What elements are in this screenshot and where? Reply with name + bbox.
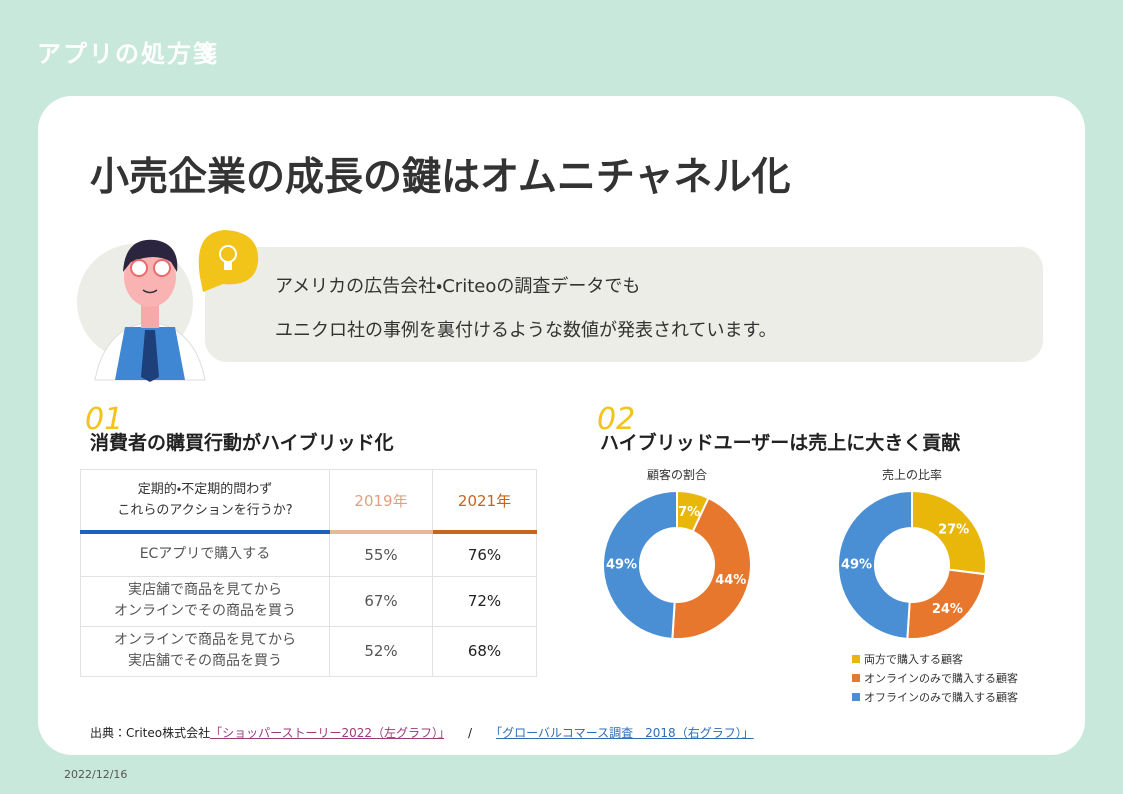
value-label: 24% [932, 602, 963, 617]
table-row: 実店舗で商品を見てから オンラインでその商品を買う 67% 72% [80, 575, 537, 627]
cell-2019: 55% [329, 531, 433, 577]
cell-2021: 76% [432, 531, 537, 577]
date: 2022/12/16 [64, 768, 128, 781]
legend-swatch [852, 655, 860, 663]
legend-label: オフラインのみで購入する顧客 [864, 690, 1018, 704]
callout-line: アメリカの広告会社・Criteoの調査データでも [275, 276, 641, 297]
legend-label: 両方で購入する顧客 [864, 652, 963, 666]
source-link[interactable]: 「グローバルコマース調査 2018（右グラフ）」 [496, 726, 754, 740]
cell-2019: 52% [329, 625, 433, 677]
title: 小売企業の成長の鍵はオムニチャネル化 [90, 155, 791, 200]
donut-slice [911, 489, 987, 576]
value-label: 49% [841, 557, 872, 572]
charts: 顧客の割合 7% 44% 49% 売上の比率 27% 24% 49% 両方で購入する顧客オンライ… [602, 467, 1018, 704]
chart-title: 売上の比率 [882, 467, 942, 482]
cell-2021: 68% [432, 625, 537, 677]
source: 出典：Criteo株式会社「ショッパーストーリー2022（左グラフ）」 / 「グ… [90, 724, 754, 741]
header-line: これらのアクションを行うか? [117, 503, 293, 518]
value-label: 44% [715, 573, 746, 588]
row-label-line: オンラインで商品を見てから [114, 632, 296, 648]
chart-title: 顧客の割合 [647, 468, 707, 482]
table-row: オンラインで商品を見てから 実店舗でその商品を買う 52% 68% [80, 625, 537, 677]
value-label: 27% [938, 522, 969, 537]
row-label-line: 実店舗でその商品を買う [128, 653, 282, 669]
row-label-line: ECアプリで購入する [139, 546, 271, 563]
donut-slice [671, 496, 752, 640]
callout-line: ユニクロ社の事例を裏付けるような数値が発表されています。 [275, 320, 777, 341]
section-title: ハイブリッドユーザーは売上に大きく貢献 [600, 432, 961, 454]
row-label-line: 実店舗で商品を見てから [128, 582, 282, 598]
row-label-line: オンラインでその商品を買う [114, 603, 296, 619]
section-title: 消費者の購買行動がハイブリッド化 [90, 432, 394, 454]
cell-2021: 72% [432, 575, 537, 627]
separator: / [468, 726, 473, 740]
cell-2019: 67% [329, 575, 433, 627]
value-label: 7% [678, 505, 700, 520]
callout-box [205, 247, 1043, 362]
table-row: ECアプリで購入する 55% 76% [80, 531, 537, 577]
section-number: 01 [85, 402, 124, 437]
header-cell: 2021年 [432, 469, 537, 534]
source-link[interactable]: 「ショッパーストーリー2022（左グラフ）」 [210, 726, 445, 740]
source-label: 出典：Criteo株式会社 [90, 726, 211, 740]
legend-swatch [852, 693, 860, 701]
section-number: 02 [597, 402, 636, 437]
survey-table: 定期的・不定期的問わずこれらのアクションを行うか? 2019年 2021年 EC… [80, 469, 537, 677]
header-cell: 定期的・不定期的問わずこれらのアクションを行うか? [80, 469, 330, 534]
row-label: ECアプリで購入する [80, 531, 330, 577]
value-label: 49% [606, 557, 637, 572]
header-cell: 2019年 [329, 469, 433, 534]
character-illustration [77, 230, 259, 382]
donut-slice [602, 489, 678, 640]
legend-label: オンラインのみで購入する顧客 [864, 671, 1018, 685]
header-line: 定期的・不定期的問わず [137, 482, 273, 497]
row-label: オンラインで商品を見てから 実店舗でその商品を買う [80, 625, 330, 677]
brand: アプリの処方箋 [37, 40, 219, 68]
donut-slice [837, 489, 913, 640]
legend-swatch [852, 674, 860, 682]
row-label: 実店舗で商品を見てから オンラインでその商品を買う [80, 575, 330, 627]
